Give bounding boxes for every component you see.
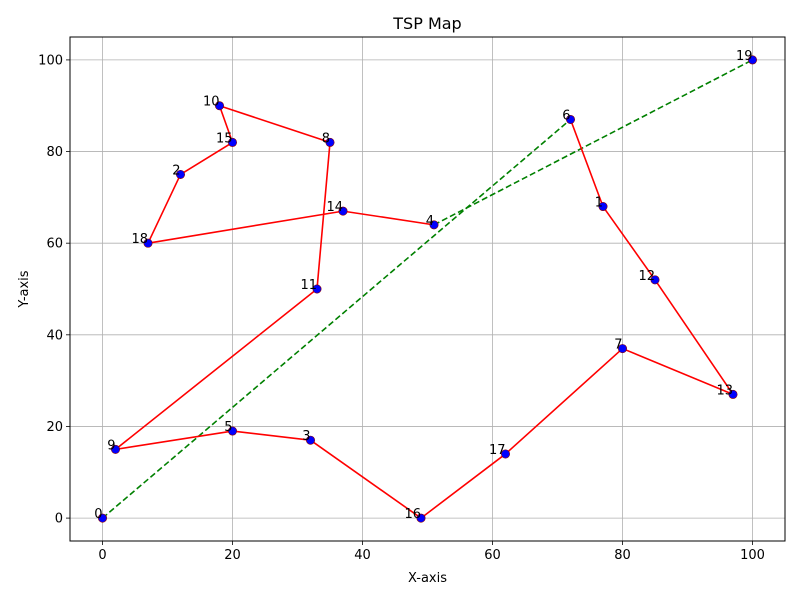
city-point-4 xyxy=(429,220,439,230)
city-label-12: 12 xyxy=(638,269,655,284)
city-label-6: 6 xyxy=(562,108,570,123)
x-tick-label: 60 xyxy=(484,548,501,563)
city-label-19: 19 xyxy=(736,49,753,64)
city-point-18 xyxy=(143,238,153,248)
x-tick-label: 80 xyxy=(614,548,631,563)
connector-line-0-6 xyxy=(101,118,572,519)
city-point-1 xyxy=(598,202,608,212)
city-label-10: 10 xyxy=(203,95,220,110)
x-tick-label: 40 xyxy=(354,548,371,563)
city-label-13: 13 xyxy=(716,383,733,398)
y-tick-label: 60 xyxy=(46,237,63,252)
city-label-3: 3 xyxy=(302,429,310,444)
city-label-2: 2 xyxy=(172,163,180,178)
route-path xyxy=(114,104,734,519)
x-tick-label: 100 xyxy=(740,548,765,563)
city-point-17 xyxy=(500,449,510,459)
city-point-5 xyxy=(228,426,238,436)
connector-line-4-19 xyxy=(433,59,753,226)
y-tick-label: 100 xyxy=(38,53,63,68)
city-point-13 xyxy=(728,389,738,399)
city-label-0: 0 xyxy=(94,507,102,522)
city-point-0 xyxy=(98,513,108,523)
city-points xyxy=(98,55,757,523)
city-label-9: 9 xyxy=(107,438,115,453)
y-tick-label: 40 xyxy=(46,328,63,343)
city-point-19 xyxy=(747,55,757,65)
city-label-8: 8 xyxy=(322,131,330,146)
y-tick-label: 20 xyxy=(46,420,63,435)
city-label-5: 5 xyxy=(224,420,232,435)
city-label-7: 7 xyxy=(614,338,622,353)
y-tick-label: 0 xyxy=(55,512,63,527)
city-label-17: 17 xyxy=(489,443,506,458)
city-label-16: 16 xyxy=(404,507,421,522)
city-point-2 xyxy=(176,169,186,179)
plot-frame xyxy=(69,36,786,542)
dashed-connectors xyxy=(101,59,753,519)
y-axis-title: Y-axis xyxy=(17,270,32,308)
city-label-15: 15 xyxy=(216,131,233,146)
city-point-10 xyxy=(215,101,225,111)
city-point-7 xyxy=(617,344,627,354)
city-point-11 xyxy=(312,284,322,294)
city-point-15 xyxy=(228,137,238,147)
grid-lines xyxy=(70,37,785,541)
city-point-12 xyxy=(650,275,660,285)
x-axis-title: X-axis xyxy=(408,571,447,586)
chart-title: TSP Map xyxy=(392,14,461,33)
city-point-6 xyxy=(565,114,575,124)
y-tick-label: 80 xyxy=(46,145,63,160)
x-tick-label: 20 xyxy=(224,548,241,563)
route-line xyxy=(114,104,734,519)
city-point-14 xyxy=(338,206,348,216)
city-label-1: 1 xyxy=(595,196,603,211)
city-label-4: 4 xyxy=(426,214,434,229)
city-label-18: 18 xyxy=(131,232,148,247)
city-point-9 xyxy=(111,444,121,454)
city-point-8 xyxy=(325,137,335,147)
city-point-3 xyxy=(305,435,315,445)
city-label-14: 14 xyxy=(326,200,343,215)
city-label-11: 11 xyxy=(300,278,317,293)
x-tick-label: 0 xyxy=(98,548,106,563)
city-point-16 xyxy=(416,513,426,523)
